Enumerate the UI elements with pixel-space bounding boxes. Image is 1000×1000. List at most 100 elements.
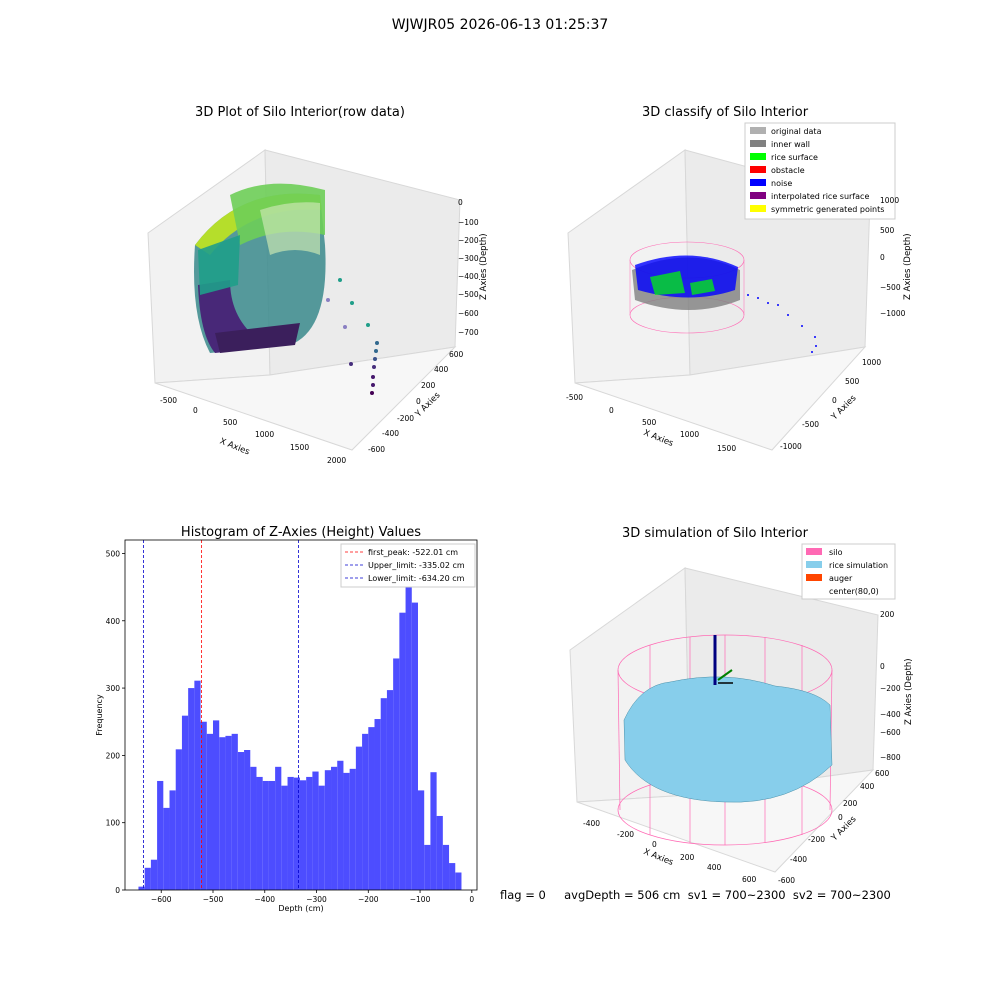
- svg-text:−800: −800: [880, 753, 901, 762]
- y-tick-label: 500: [106, 549, 121, 558]
- histogram-bar: [250, 766, 257, 890]
- legend-label: symmetric generated points: [771, 205, 884, 214]
- svg-text:200: 200: [880, 610, 895, 619]
- svg-text:-1000: -1000: [780, 442, 802, 451]
- legend-swatch: [750, 192, 766, 199]
- legend-label: obstacle: [771, 166, 805, 175]
- histogram-bar: [299, 780, 307, 890]
- histogram-frame: [124, 539, 478, 891]
- svg-text:600: 600: [742, 875, 757, 884]
- simulation-y-ticks: -600 -400 -200 0 200 400 600: [778, 769, 890, 885]
- svg-text:-500: -500: [160, 396, 177, 405]
- histogram-bar: [256, 776, 263, 890]
- raw-x-label: X Axies: [218, 436, 251, 457]
- svg-text:-500: -500: [802, 420, 819, 429]
- legend-swatch: [750, 140, 766, 147]
- classify-x-label: X Axies: [642, 428, 675, 449]
- svg-text:-600: -600: [368, 445, 385, 454]
- histogram-bar: [157, 780, 164, 890]
- classify-3d-panel: 3D classify of Silo Interior: [540, 95, 920, 475]
- svg-text:-400: -400: [583, 819, 600, 828]
- rice-simulation-surface: [623, 676, 833, 803]
- histogram-bar: [275, 766, 282, 890]
- histogram-bar: [430, 772, 437, 890]
- histogram-bar: [225, 735, 232, 890]
- histogram-bar: [355, 746, 363, 890]
- svg-text:−400: −400: [880, 710, 901, 719]
- svg-text:−300: −300: [458, 254, 479, 263]
- classified-silo-cloud: [629, 241, 745, 334]
- simulation-y-label: Y Axies: [829, 814, 859, 844]
- svg-text:−400: −400: [458, 272, 479, 281]
- histogram-x-ticks: −600 −500 −400 −300 −200 −100 0: [151, 890, 474, 904]
- svg-text:−200: −200: [458, 236, 479, 245]
- legend-label-first-peak: first_peak: -522.01 cm: [368, 548, 458, 557]
- svg-text:0: 0: [880, 662, 885, 671]
- legend-label: inner wall: [771, 140, 810, 149]
- raw-z-label: Z Axies (Depth): [479, 233, 489, 300]
- svg-text:0: 0: [832, 396, 837, 405]
- histogram-bar: [150, 859, 158, 890]
- histogram-bar: [213, 720, 220, 890]
- raw-point-cloud: [194, 183, 326, 353]
- y-tick-label: 0: [115, 886, 120, 895]
- histogram-bar: [380, 698, 387, 890]
- histogram-bar: [175, 749, 182, 890]
- histogram-bar: [181, 715, 189, 890]
- floor-pane: [574, 346, 867, 451]
- x-tick-label: −400: [254, 895, 275, 904]
- simulation-3d-svg: 3D simulation of Silo Interior silo rice: [569, 526, 914, 885]
- histogram-bar: [393, 658, 400, 890]
- classify-z-ticks: 1000 500 0 −500 −1000: [880, 196, 906, 318]
- histogram-bars: [138, 550, 462, 890]
- histogram-panel: Histogram of Z-Axies (Height) Values −60…: [80, 520, 500, 920]
- legend-swatch-rice: [806, 561, 822, 568]
- histogram-bar: [324, 770, 332, 890]
- legend-swatch-silo: [806, 548, 822, 555]
- svg-text:0: 0: [838, 813, 843, 822]
- raw-outlier-points: [326, 278, 379, 395]
- histogram-bar: [200, 721, 207, 890]
- svg-text:400: 400: [434, 365, 449, 374]
- histogram-bar: [237, 752, 245, 890]
- classify-legend-items: original data inner wall rice surface ob…: [750, 127, 884, 214]
- figure-title: WJWJR05 2026-06-13 01:25:37: [391, 17, 609, 33]
- legend-label-upper-limit: Upper_limit: -335.02 cm: [368, 561, 465, 570]
- legend-swatch: [750, 205, 766, 212]
- histogram-bar: [144, 867, 151, 890]
- histogram-x-label: Depth (cm): [278, 904, 323, 913]
- auger-marker: [713, 635, 733, 685]
- histogram-bar: [399, 612, 406, 890]
- legend-label: rice surface: [771, 153, 818, 162]
- histogram-bar: [244, 750, 251, 890]
- svg-text:−200: −200: [880, 684, 901, 693]
- legend-label: silo: [829, 548, 843, 557]
- raw-data-title: 3D Plot of Silo Interior(row data): [195, 105, 405, 120]
- svg-text:200: 200: [421, 381, 436, 390]
- y-tick-label: 200: [106, 751, 121, 760]
- raw-y-ticks: -600 -400 -200 0 200 400 600: [368, 350, 464, 454]
- status-summary: flag = 0 avgDepth = 506 cm sv1 = 700~230…: [500, 888, 891, 902]
- legend-swatch-auger: [806, 574, 822, 581]
- svg-text:0: 0: [458, 198, 463, 207]
- svg-text:400: 400: [707, 863, 722, 872]
- simulation-legend-items: silo rice simulation auger center(80,0): [806, 548, 888, 596]
- legend-label: rice simulation: [829, 561, 888, 570]
- histogram-bar: [424, 844, 431, 890]
- histogram-bar: [449, 863, 456, 890]
- histogram-bar: [349, 768, 356, 890]
- legend-label: interpolated rice surface: [771, 192, 869, 201]
- histogram-bar: [343, 772, 350, 890]
- histogram-bar: [188, 688, 195, 890]
- legend-swatch: [750, 166, 766, 173]
- svg-text:500: 500: [642, 418, 657, 427]
- svg-text:0: 0: [609, 406, 614, 415]
- svg-text:0: 0: [416, 397, 421, 406]
- svg-text:1000: 1000: [255, 430, 274, 439]
- histogram-bar: [268, 780, 276, 890]
- svg-text:−100: −100: [458, 218, 479, 227]
- histogram-bar: [281, 785, 288, 890]
- svg-text:500: 500: [880, 226, 895, 235]
- histogram-bar: [194, 680, 201, 890]
- histogram-bar: [231, 733, 238, 890]
